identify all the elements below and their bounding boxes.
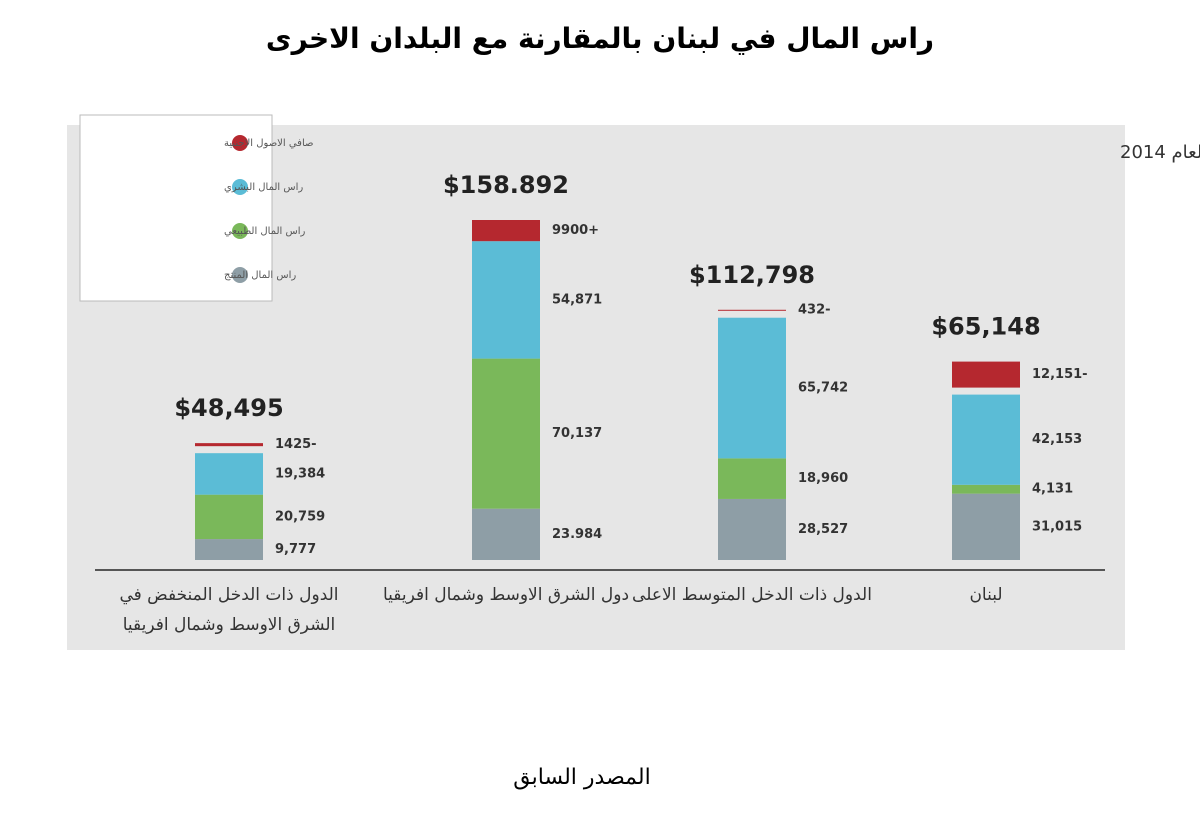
value-label: 28,527 — [798, 522, 848, 537]
legend-swatch — [232, 267, 248, 283]
legend-label: راس المال الطبيعي — [224, 226, 305, 237]
category-label: الدول ذات الدخل المتوسط الاعلى — [632, 585, 872, 605]
bar-segment — [472, 508, 540, 560]
legend-label: صافي الاصول الاجنبية — [224, 138, 314, 149]
bar-segment — [952, 361, 1020, 388]
bar-segment — [718, 317, 786, 459]
legend-swatch — [232, 223, 248, 239]
bar-segment — [952, 394, 1020, 485]
value-label: 18,960 — [798, 471, 848, 486]
value-label: 19,384 — [275, 466, 325, 481]
value-label: 54,871 — [552, 292, 602, 307]
value-label: 432- — [798, 303, 831, 318]
value-label: 1425- — [275, 437, 317, 452]
source: المصدر السابق — [513, 765, 650, 790]
value-label: 42,153 — [1032, 432, 1082, 447]
legend-label: راس المال البشري — [224, 182, 303, 193]
legend-swatch — [232, 135, 248, 151]
value-label: 31,015 — [1032, 519, 1082, 534]
bar-segment — [195, 494, 263, 540]
total-label: $48,495 — [174, 394, 283, 422]
value-label: 12,151- — [1032, 367, 1088, 382]
legend-swatch — [232, 179, 248, 195]
bar-segment — [195, 539, 263, 560]
category-label: الدول ذات الدخل المنخفض في الشرق الاوسط … — [119, 585, 339, 635]
total-label: $112,798 — [689, 261, 815, 289]
bar-segment — [952, 484, 1020, 494]
bar-segment — [472, 358, 540, 509]
value-label: 70,137 — [552, 426, 602, 441]
chart-title: راس المال في لبنان بالمقارنة مع البلدان … — [266, 22, 934, 55]
bar-segment — [472, 241, 540, 359]
bar-segment — [195, 453, 263, 495]
value-label: 4,131 — [1032, 482, 1073, 497]
bar-segment — [472, 220, 540, 242]
value-label: 23.984 — [552, 527, 602, 542]
category-label: دول الشرق الاوسط وشمال افريقيا — [382, 585, 630, 605]
bar-segment — [952, 493, 1020, 560]
legend-label: راس المال المنتج — [224, 270, 296, 281]
chart-subtitle: نصيب الفرد من الثروة في العام 2014 — [1120, 142, 1200, 163]
value-label: 9,777 — [275, 542, 316, 557]
value-label: 9900+ — [552, 223, 599, 238]
total-label: $65,148 — [931, 313, 1040, 341]
bar-segment — [718, 498, 786, 560]
total-label: $158.892 — [443, 171, 569, 199]
bar-segment — [718, 458, 786, 499]
value-label: 20,759 — [275, 509, 325, 524]
category-label: لبنان — [969, 585, 1003, 605]
value-label: 65,742 — [798, 381, 848, 396]
bar-segment — [195, 443, 263, 447]
bar-segment — [718, 309, 786, 311]
